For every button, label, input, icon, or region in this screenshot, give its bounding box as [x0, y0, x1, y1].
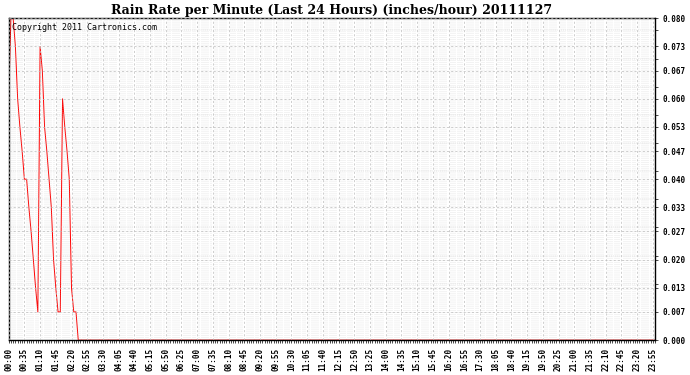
Text: Copyright 2011 Cartronics.com: Copyright 2011 Cartronics.com: [12, 23, 157, 32]
Title: Rain Rate per Minute (Last 24 Hours) (inches/hour) 20111127: Rain Rate per Minute (Last 24 Hours) (in…: [111, 4, 553, 17]
